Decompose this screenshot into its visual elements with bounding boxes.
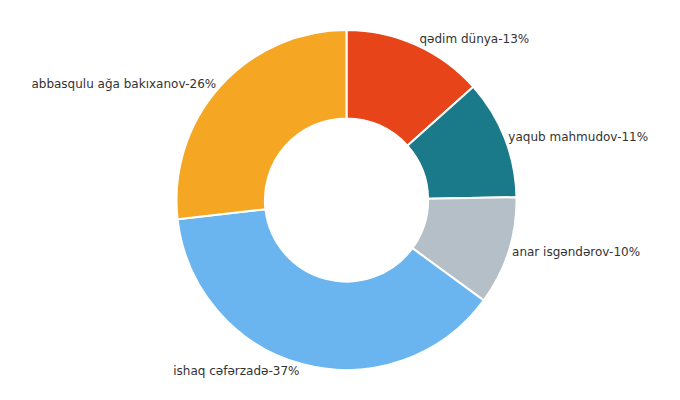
- svg-text:abbasqulu ağa bakıxanov-26%: abbasqulu ağa bakıxanov-26%: [31, 77, 216, 91]
- svg-text:anar isgəndərov-10%: anar isgəndərov-10%: [512, 245, 640, 259]
- svg-text:ishaq cəfərzadə-37%: ishaq cəfərzadə-37%: [173, 364, 299, 378]
- svg-text:yaqub mahmudov-11%: yaqub mahmudov-11%: [508, 130, 648, 144]
- svg-text:qədim dünya-13%: qədim dünya-13%: [419, 32, 529, 46]
